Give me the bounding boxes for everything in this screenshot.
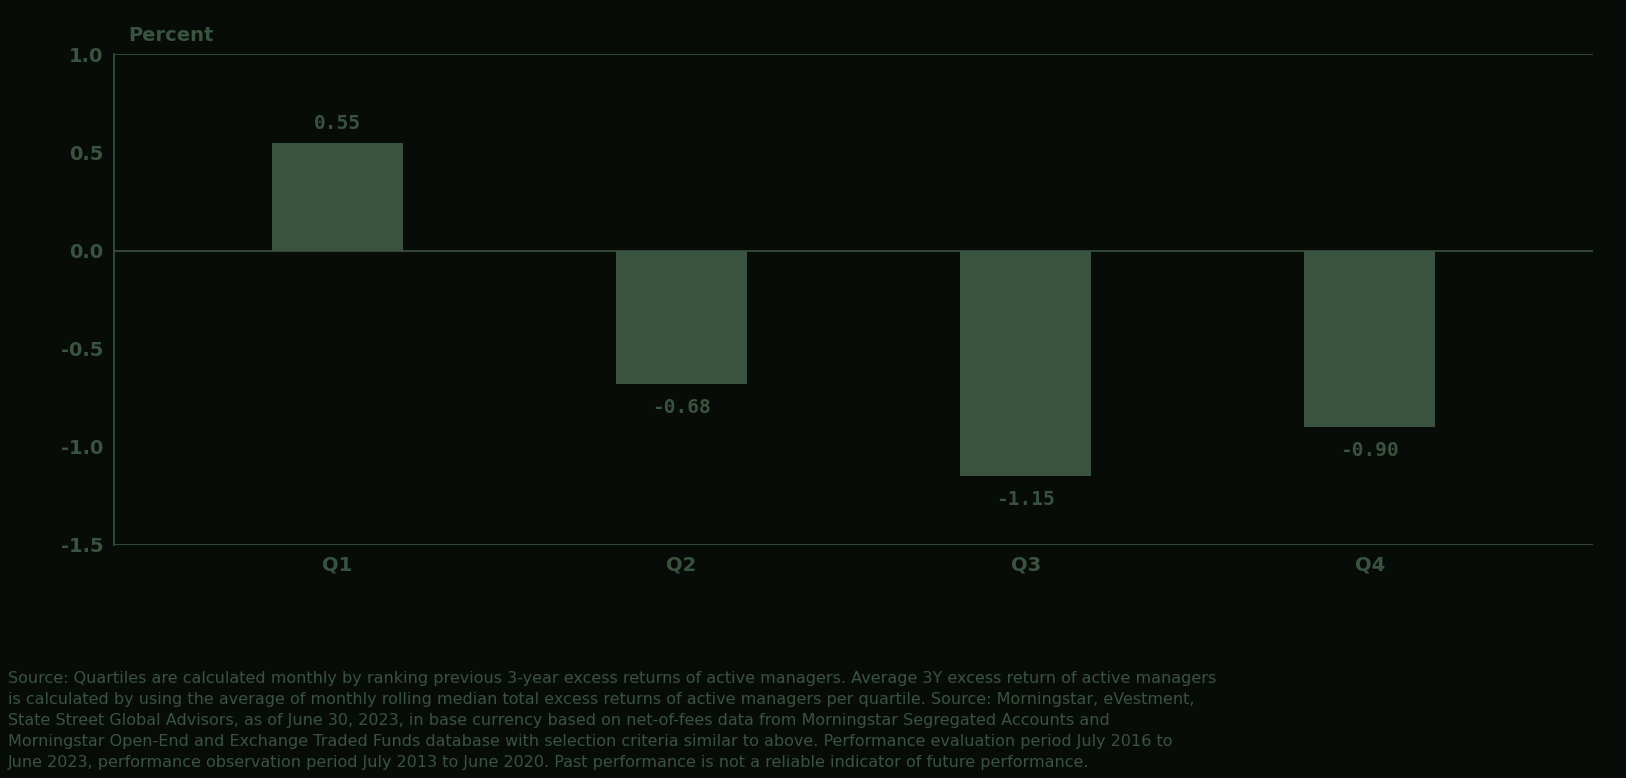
Text: -1.15: -1.15 xyxy=(997,489,1055,509)
Bar xyxy=(961,251,1091,476)
Bar xyxy=(272,142,403,251)
Text: 0.55: 0.55 xyxy=(314,114,361,133)
Text: -0.90: -0.90 xyxy=(1340,440,1400,460)
Bar xyxy=(616,251,746,384)
Text: Percent: Percent xyxy=(128,26,215,44)
Text: -0.68: -0.68 xyxy=(652,398,711,416)
Bar xyxy=(1304,251,1436,427)
Text: Source: Quartiles are calculated monthly by ranking previous 3-year excess retur: Source: Quartiles are calculated monthly… xyxy=(8,671,1216,770)
